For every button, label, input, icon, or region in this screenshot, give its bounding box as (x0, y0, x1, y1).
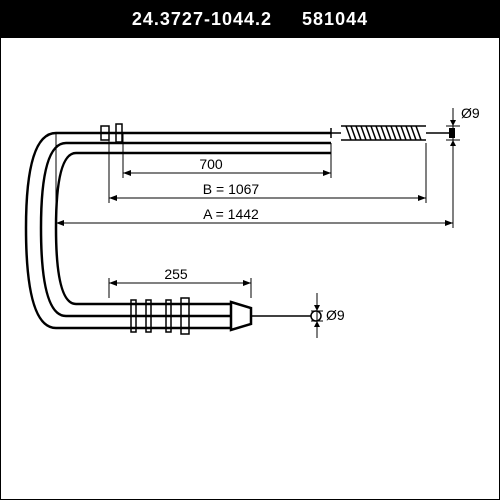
diagram-container: 24.3727-1044.2 581044 (0, 0, 500, 500)
dim-dia-bottom-label: Ø9 (326, 307, 345, 323)
dim-255: 255 (109, 266, 251, 298)
header-bar: 24.3727-1044.2 581044 (1, 1, 499, 38)
spring-top (331, 126, 455, 140)
dim-700-label: 700 (199, 156, 223, 172)
technical-drawing: Ø9 700 B = 1067 (1, 38, 499, 496)
part-number-1: 24.3727-1044.2 (132, 9, 272, 30)
dim-diameter-bottom: Ø9 (311, 293, 345, 338)
dim-700: 700 (123, 133, 331, 178)
dim-b-label: B = 1067 (203, 181, 260, 197)
dim-a-label: A = 1442 (203, 206, 259, 222)
part-number-2: 581044 (302, 9, 368, 30)
dim-255-label: 255 (164, 266, 188, 282)
dim-dia-top-label: Ø9 (461, 105, 480, 121)
cable-ubend-inner (56, 153, 76, 304)
